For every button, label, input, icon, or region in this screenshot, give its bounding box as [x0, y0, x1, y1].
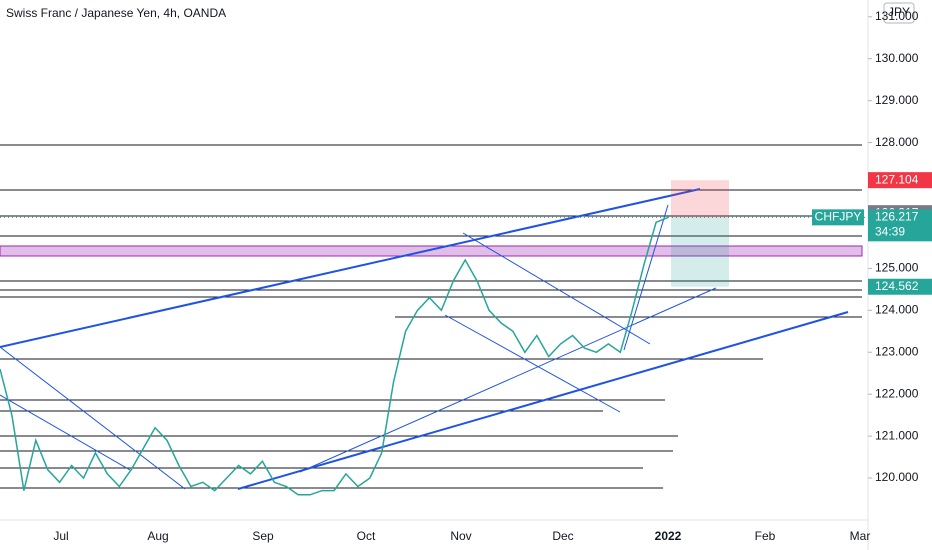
trendline [444, 314, 621, 413]
y-tick-label: 122.000 [875, 386, 919, 400]
x-tick-label: Feb [755, 529, 776, 543]
trendline [299, 287, 717, 473]
trendline [462, 232, 651, 345]
y-tick-label: 131.000 [875, 9, 919, 23]
price-tag [868, 278, 932, 295]
trendline [0, 394, 131, 471]
price-tag [868, 172, 932, 189]
chart-title: Swiss Franc / Japanese Yen, 4h, OANDA [6, 6, 226, 20]
y-tick-label: 123.000 [875, 344, 919, 358]
x-tick-label: Nov [450, 529, 471, 543]
trendline [623, 204, 669, 351]
price-tag-label: 124.562 [875, 279, 919, 293]
y-tick-label: 125.000 [875, 261, 919, 275]
y-tick-label: 130.000 [875, 51, 919, 65]
y-tick-label: 124.000 [875, 302, 919, 316]
x-tick-label: Aug [147, 529, 168, 543]
x-tick-label: Dec [552, 529, 573, 543]
symbol-label: CHFJPY [815, 210, 862, 224]
trendlines [0, 188, 849, 490]
trendline [237, 311, 849, 490]
price-tag [868, 209, 932, 242]
y-tick-label: 128.000 [875, 135, 919, 149]
x-tick-label: Mar [850, 529, 871, 543]
zone [0, 245, 863, 257]
stop-zone [671, 180, 729, 218]
price-tag-label: 126.217 [875, 210, 919, 224]
x-tick-label: Oct [357, 529, 376, 543]
currency-button[interactable] [883, 2, 915, 24]
trendline [0, 188, 701, 348]
y-tick-label: 120.000 [875, 470, 919, 484]
y-tick-label: 121.000 [875, 428, 919, 442]
symbol-tag [812, 209, 864, 226]
price-axis [868, 0, 932, 550]
price-tag-label: 127.104 [875, 172, 919, 186]
levels [0, 144, 863, 489]
x-tick-label: Jul [53, 529, 68, 543]
y-tick-label: 129.000 [875, 93, 919, 107]
x-tick-label: 2022 [655, 529, 682, 543]
x-tick-label: Sep [252, 529, 274, 543]
trendline [0, 346, 186, 490]
price-line [0, 216, 669, 496]
target-zone [671, 217, 729, 287]
currency[interactable]: JPY [888, 5, 910, 19]
countdown: 34:39 [875, 225, 905, 239]
